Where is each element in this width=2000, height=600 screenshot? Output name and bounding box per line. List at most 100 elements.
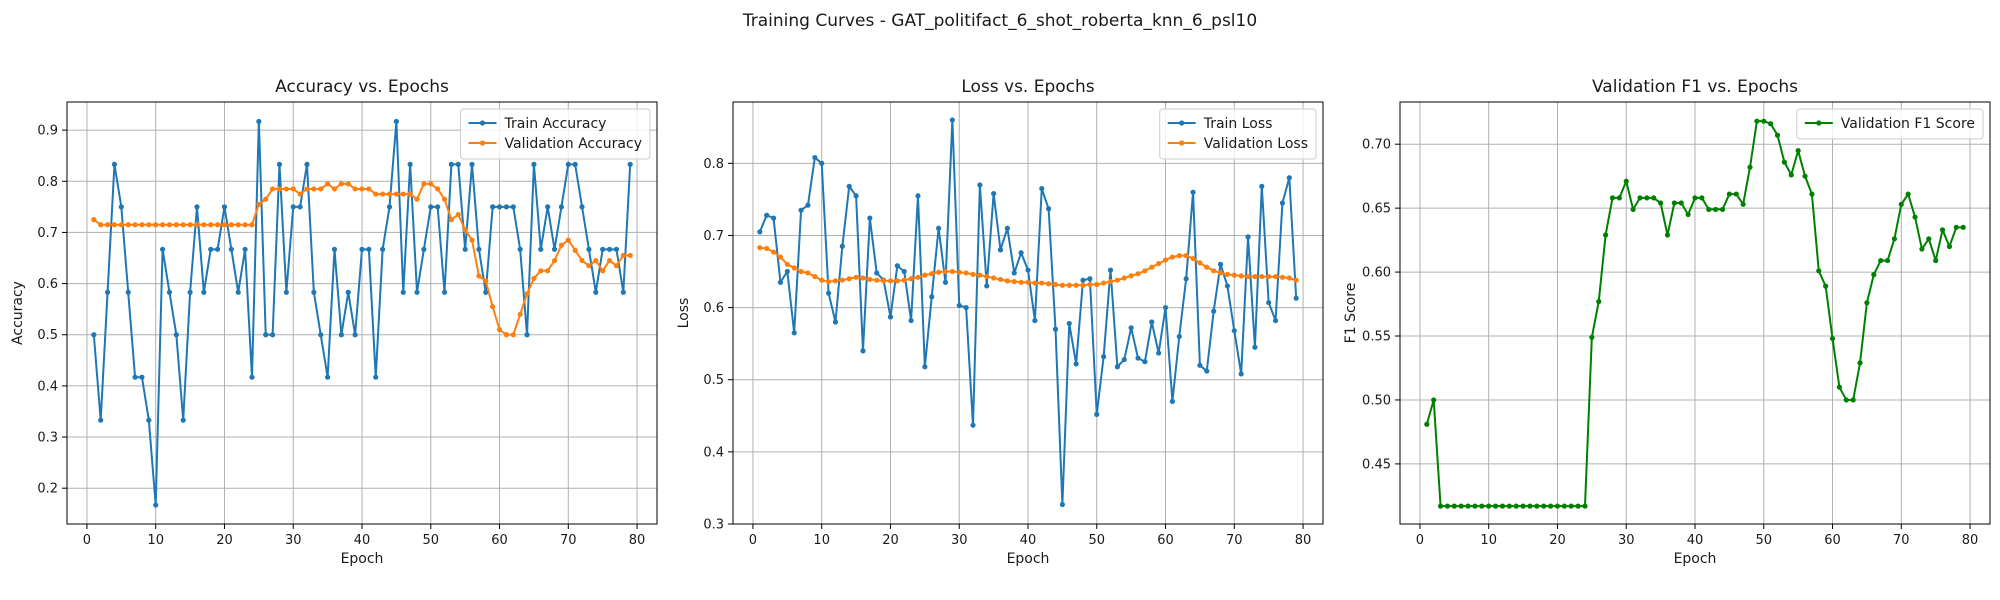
data-point xyxy=(936,225,942,231)
data-point xyxy=(1437,503,1444,509)
data-point xyxy=(139,222,145,228)
data-point xyxy=(922,272,928,278)
data-point xyxy=(915,193,921,199)
data-point xyxy=(963,304,969,311)
data-point xyxy=(757,229,763,235)
data-point xyxy=(153,502,159,508)
chart-panel-3: 0 10 20 30 40 50 60 70 80 0.45 0.50 0.55 0.60 0.65 0.7… xyxy=(1343,77,1991,567)
data-point xyxy=(1073,282,1079,288)
data-point xyxy=(1059,501,1065,508)
data-point xyxy=(1768,121,1774,127)
data-point xyxy=(593,289,599,295)
data-point xyxy=(1754,118,1760,124)
chart-panel-1: 0 10 20 30 40 50 60 70 80 0.2 0.3 0.4 0.5 0.6 0.7 0.8 0.… xyxy=(10,77,658,567)
data-point xyxy=(249,374,255,380)
data-point xyxy=(1733,191,1739,197)
data-point xyxy=(1891,236,1898,242)
data-point xyxy=(469,161,475,167)
data-point xyxy=(407,161,413,167)
data-point xyxy=(1169,398,1176,404)
x-axis-label: Epoch xyxy=(1674,551,1717,567)
data-point xyxy=(166,289,173,295)
data-point xyxy=(1747,164,1753,170)
data-point xyxy=(579,257,585,264)
data-point xyxy=(1547,503,1554,509)
y-tick-label: 0.60 xyxy=(1362,266,1391,281)
data-point xyxy=(777,254,784,260)
data-point xyxy=(1774,132,1781,138)
data-point xyxy=(1176,333,1182,340)
data-point xyxy=(290,204,296,210)
y-axis-label: Loss xyxy=(676,298,692,329)
data-point xyxy=(1011,270,1017,276)
data-point xyxy=(104,289,111,295)
data-point xyxy=(1217,270,1224,276)
data-point xyxy=(915,274,921,280)
data-point xyxy=(496,327,503,333)
data-point xyxy=(531,275,537,282)
data-point xyxy=(1066,282,1072,288)
data-point xyxy=(139,374,145,380)
data-point xyxy=(613,263,620,269)
data-point xyxy=(860,348,866,354)
data-point xyxy=(235,289,241,295)
data-point xyxy=(1293,277,1299,283)
data-point xyxy=(366,186,372,192)
data-point xyxy=(214,222,221,228)
data-point xyxy=(118,222,124,228)
legend-label: Validation F1 Score xyxy=(1841,116,1975,132)
data-point xyxy=(1252,344,1258,350)
data-point xyxy=(867,276,873,283)
data-point xyxy=(991,275,997,281)
data-point xyxy=(1623,178,1629,184)
data-point xyxy=(1678,200,1684,206)
x-tick-label: 60 xyxy=(1824,533,1841,548)
data-point xyxy=(929,294,935,300)
data-point xyxy=(1843,397,1849,403)
data-point xyxy=(98,222,104,228)
data-point xyxy=(1231,328,1237,334)
data-point xyxy=(1713,206,1719,213)
data-point xyxy=(1823,283,1829,289)
data-point xyxy=(1486,503,1492,509)
data-point xyxy=(1864,300,1870,306)
data-point xyxy=(949,117,955,123)
data-point xyxy=(125,222,131,228)
data-point xyxy=(517,311,523,317)
data-point xyxy=(290,186,296,192)
data-point xyxy=(805,202,811,208)
data-point xyxy=(1685,211,1691,218)
x-tick-label: 70 xyxy=(560,533,577,548)
data-point xyxy=(1149,319,1155,325)
data-point xyxy=(1541,503,1547,509)
data-point xyxy=(819,160,825,166)
data-point xyxy=(483,278,489,284)
x-tick-label: 30 xyxy=(1618,533,1635,548)
data-point xyxy=(524,332,530,338)
data-point xyxy=(283,289,289,295)
x-tick-label: 0 xyxy=(1416,533,1424,548)
data-point xyxy=(1740,201,1746,207)
data-point xyxy=(1224,271,1231,278)
data-point xyxy=(393,118,399,125)
data-point xyxy=(1458,503,1464,509)
data-point xyxy=(173,222,179,228)
data-point xyxy=(593,257,599,264)
x-tick-label: 50 xyxy=(422,533,439,548)
data-point xyxy=(791,330,797,336)
data-point xyxy=(977,272,983,278)
data-point xyxy=(1836,384,1843,390)
data-point xyxy=(338,181,344,187)
x-tick-label: 70 xyxy=(1226,533,1243,548)
data-point xyxy=(325,374,331,380)
data-point xyxy=(819,277,825,283)
data-point xyxy=(538,246,544,252)
data-point xyxy=(551,257,558,264)
data-point xyxy=(1809,191,1815,197)
data-point xyxy=(187,222,193,228)
data-point xyxy=(386,204,393,210)
data-point xyxy=(524,291,530,297)
data-point xyxy=(469,237,475,243)
data-point xyxy=(455,161,461,167)
data-point xyxy=(256,201,262,207)
